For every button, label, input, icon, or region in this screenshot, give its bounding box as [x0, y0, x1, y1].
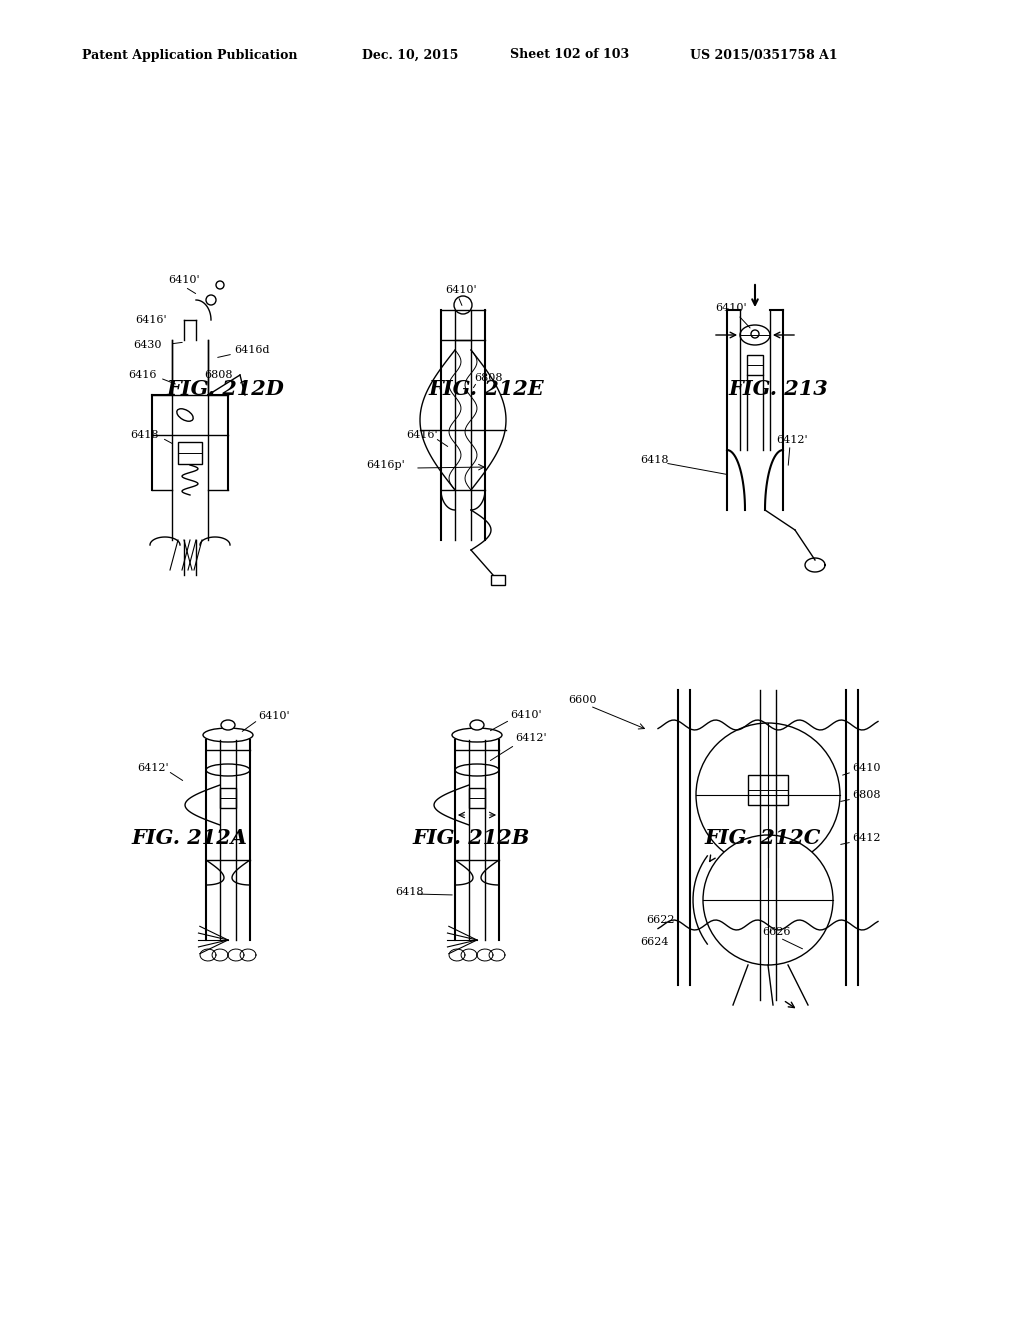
Text: 6600: 6600	[568, 696, 597, 705]
Text: 6412': 6412'	[515, 733, 547, 743]
Text: Sheet 102 of 103: Sheet 102 of 103	[510, 49, 629, 62]
Text: 6808: 6808	[474, 374, 503, 383]
Circle shape	[751, 330, 759, 338]
Text: US 2015/0351758 A1: US 2015/0351758 A1	[690, 49, 838, 62]
Text: FIG. 212D: FIG. 212D	[166, 379, 285, 400]
Ellipse shape	[455, 764, 499, 776]
Ellipse shape	[221, 719, 234, 730]
Text: 6430: 6430	[133, 341, 162, 350]
Bar	[490, 576, 505, 585]
Text: 6418: 6418	[130, 430, 159, 440]
Text: FIG. 212B: FIG. 212B	[413, 828, 529, 849]
Text: 6410': 6410'	[510, 710, 542, 719]
Ellipse shape	[177, 409, 194, 421]
Ellipse shape	[470, 719, 484, 730]
Text: 6418: 6418	[640, 455, 669, 465]
Text: 6416: 6416	[128, 370, 157, 380]
Text: 6808: 6808	[204, 370, 232, 380]
Text: 6624: 6624	[640, 937, 669, 946]
Text: 6808: 6808	[852, 789, 881, 800]
Bar	[178, 442, 202, 465]
Bar	[748, 775, 788, 805]
Ellipse shape	[203, 729, 253, 742]
Text: 6622: 6622	[646, 915, 675, 925]
Text: 6410': 6410'	[445, 285, 476, 294]
Circle shape	[696, 723, 840, 867]
Text: 6412': 6412'	[137, 763, 169, 774]
Text: 6412': 6412'	[776, 436, 808, 445]
Text: 6626: 6626	[762, 927, 791, 937]
Text: Patent Application Publication: Patent Application Publication	[82, 49, 298, 62]
Text: FIG. 212C: FIG. 212C	[705, 828, 821, 849]
Text: 6412: 6412	[852, 833, 881, 843]
Ellipse shape	[206, 764, 250, 776]
Text: 6418: 6418	[395, 887, 424, 898]
Circle shape	[216, 281, 224, 289]
Circle shape	[206, 294, 216, 305]
Text: FIG. 212A: FIG. 212A	[131, 828, 248, 849]
Text: 6416': 6416'	[135, 315, 167, 325]
Text: 6416p': 6416p'	[366, 459, 404, 470]
Text: 6410: 6410	[852, 763, 881, 774]
Ellipse shape	[740, 325, 770, 345]
Text: FIG. 212E: FIG. 212E	[429, 379, 544, 400]
Ellipse shape	[452, 729, 502, 742]
Text: 6410': 6410'	[258, 711, 290, 721]
Text: 6416d: 6416d	[234, 345, 269, 355]
Text: 6416': 6416'	[406, 430, 437, 440]
Circle shape	[454, 296, 472, 314]
Bar	[746, 355, 763, 375]
Bar	[220, 788, 236, 808]
Bar	[469, 788, 485, 808]
Circle shape	[703, 836, 833, 965]
Text: 6410': 6410'	[715, 304, 746, 313]
Text: FIG. 213: FIG. 213	[728, 379, 828, 400]
Text: Dec. 10, 2015: Dec. 10, 2015	[362, 49, 459, 62]
Text: 6410': 6410'	[168, 275, 200, 285]
